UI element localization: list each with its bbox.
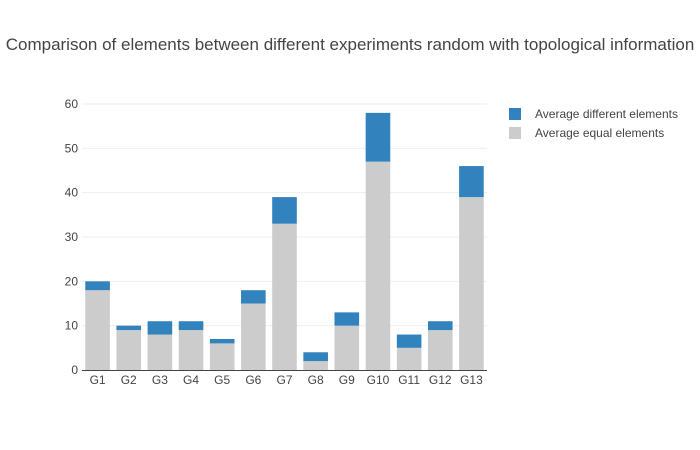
bar-g4-equal xyxy=(178,330,204,370)
x-tick-label: G1 xyxy=(90,373,106,387)
bar-g7-equal xyxy=(272,223,297,370)
bar-g8-equal xyxy=(303,361,328,370)
bar-g8-different xyxy=(303,352,328,362)
bar-g11-different xyxy=(396,334,422,348)
bar-g10-equal xyxy=(365,161,391,370)
bars xyxy=(85,112,484,370)
y-tick-label: 10 xyxy=(65,319,79,333)
bar-g12-equal xyxy=(427,330,453,370)
x-tick-label: G6 xyxy=(245,373,261,387)
bar-g1-equal xyxy=(85,290,110,370)
y-tick-label: 30 xyxy=(65,230,79,244)
bar-g6-equal xyxy=(241,303,266,370)
y-tick-label: 0 xyxy=(71,363,78,377)
bar-g4-different xyxy=(178,321,204,331)
x-tick-label: G10 xyxy=(367,373,390,387)
bar-g5-equal xyxy=(209,343,235,370)
y-tick-label: 50 xyxy=(65,141,79,155)
chart-title: Comparison of elements between different… xyxy=(6,35,695,54)
bar-g11-equal xyxy=(396,347,422,370)
legend-label: Average equal elements xyxy=(535,126,664,140)
y-tick-label: 60 xyxy=(65,97,79,111)
bar-g3-equal xyxy=(147,334,173,370)
x-tick-label: G7 xyxy=(276,373,292,387)
legend-swatch xyxy=(509,108,521,120)
x-tick-label: G12 xyxy=(429,373,452,387)
bar-g1-different xyxy=(85,281,110,291)
x-tick-label: G5 xyxy=(214,373,230,387)
axes: 0 10 20 30 40 50 60 G1 G2 G3 G4 G5 G6 G7 G8 G9 G10 G11 G12… xyxy=(65,97,487,387)
bar-g9-different xyxy=(334,312,360,326)
legend-swatch xyxy=(509,127,521,139)
bar-g3-different xyxy=(147,321,173,335)
x-tick-label: G4 xyxy=(183,373,199,387)
bar-g9-equal xyxy=(334,325,360,370)
bar-g13-equal xyxy=(459,197,484,370)
x-tick-label: G3 xyxy=(152,373,168,387)
bar-g5-different xyxy=(209,338,235,344)
y-tick-label: 20 xyxy=(65,274,79,288)
x-tick-label: G9 xyxy=(339,373,355,387)
y-tick-label: 40 xyxy=(65,186,79,200)
bar-g2-equal xyxy=(116,330,142,370)
legend-label: Average different elements xyxy=(535,107,678,121)
x-tick-label: G13 xyxy=(460,373,483,387)
legend: Average different elements Average equal … xyxy=(509,107,678,140)
x-tick-label: G11 xyxy=(398,373,420,387)
x-tick-label: G8 xyxy=(308,373,324,387)
bar-g12-different xyxy=(427,321,453,331)
bar-g13-different xyxy=(459,166,484,198)
bar-g6-different xyxy=(241,290,266,304)
bar-g10-different xyxy=(365,112,391,162)
bar-g7-different xyxy=(272,197,297,224)
bar-g2-different xyxy=(116,325,142,331)
x-tick-label: G2 xyxy=(121,373,137,387)
